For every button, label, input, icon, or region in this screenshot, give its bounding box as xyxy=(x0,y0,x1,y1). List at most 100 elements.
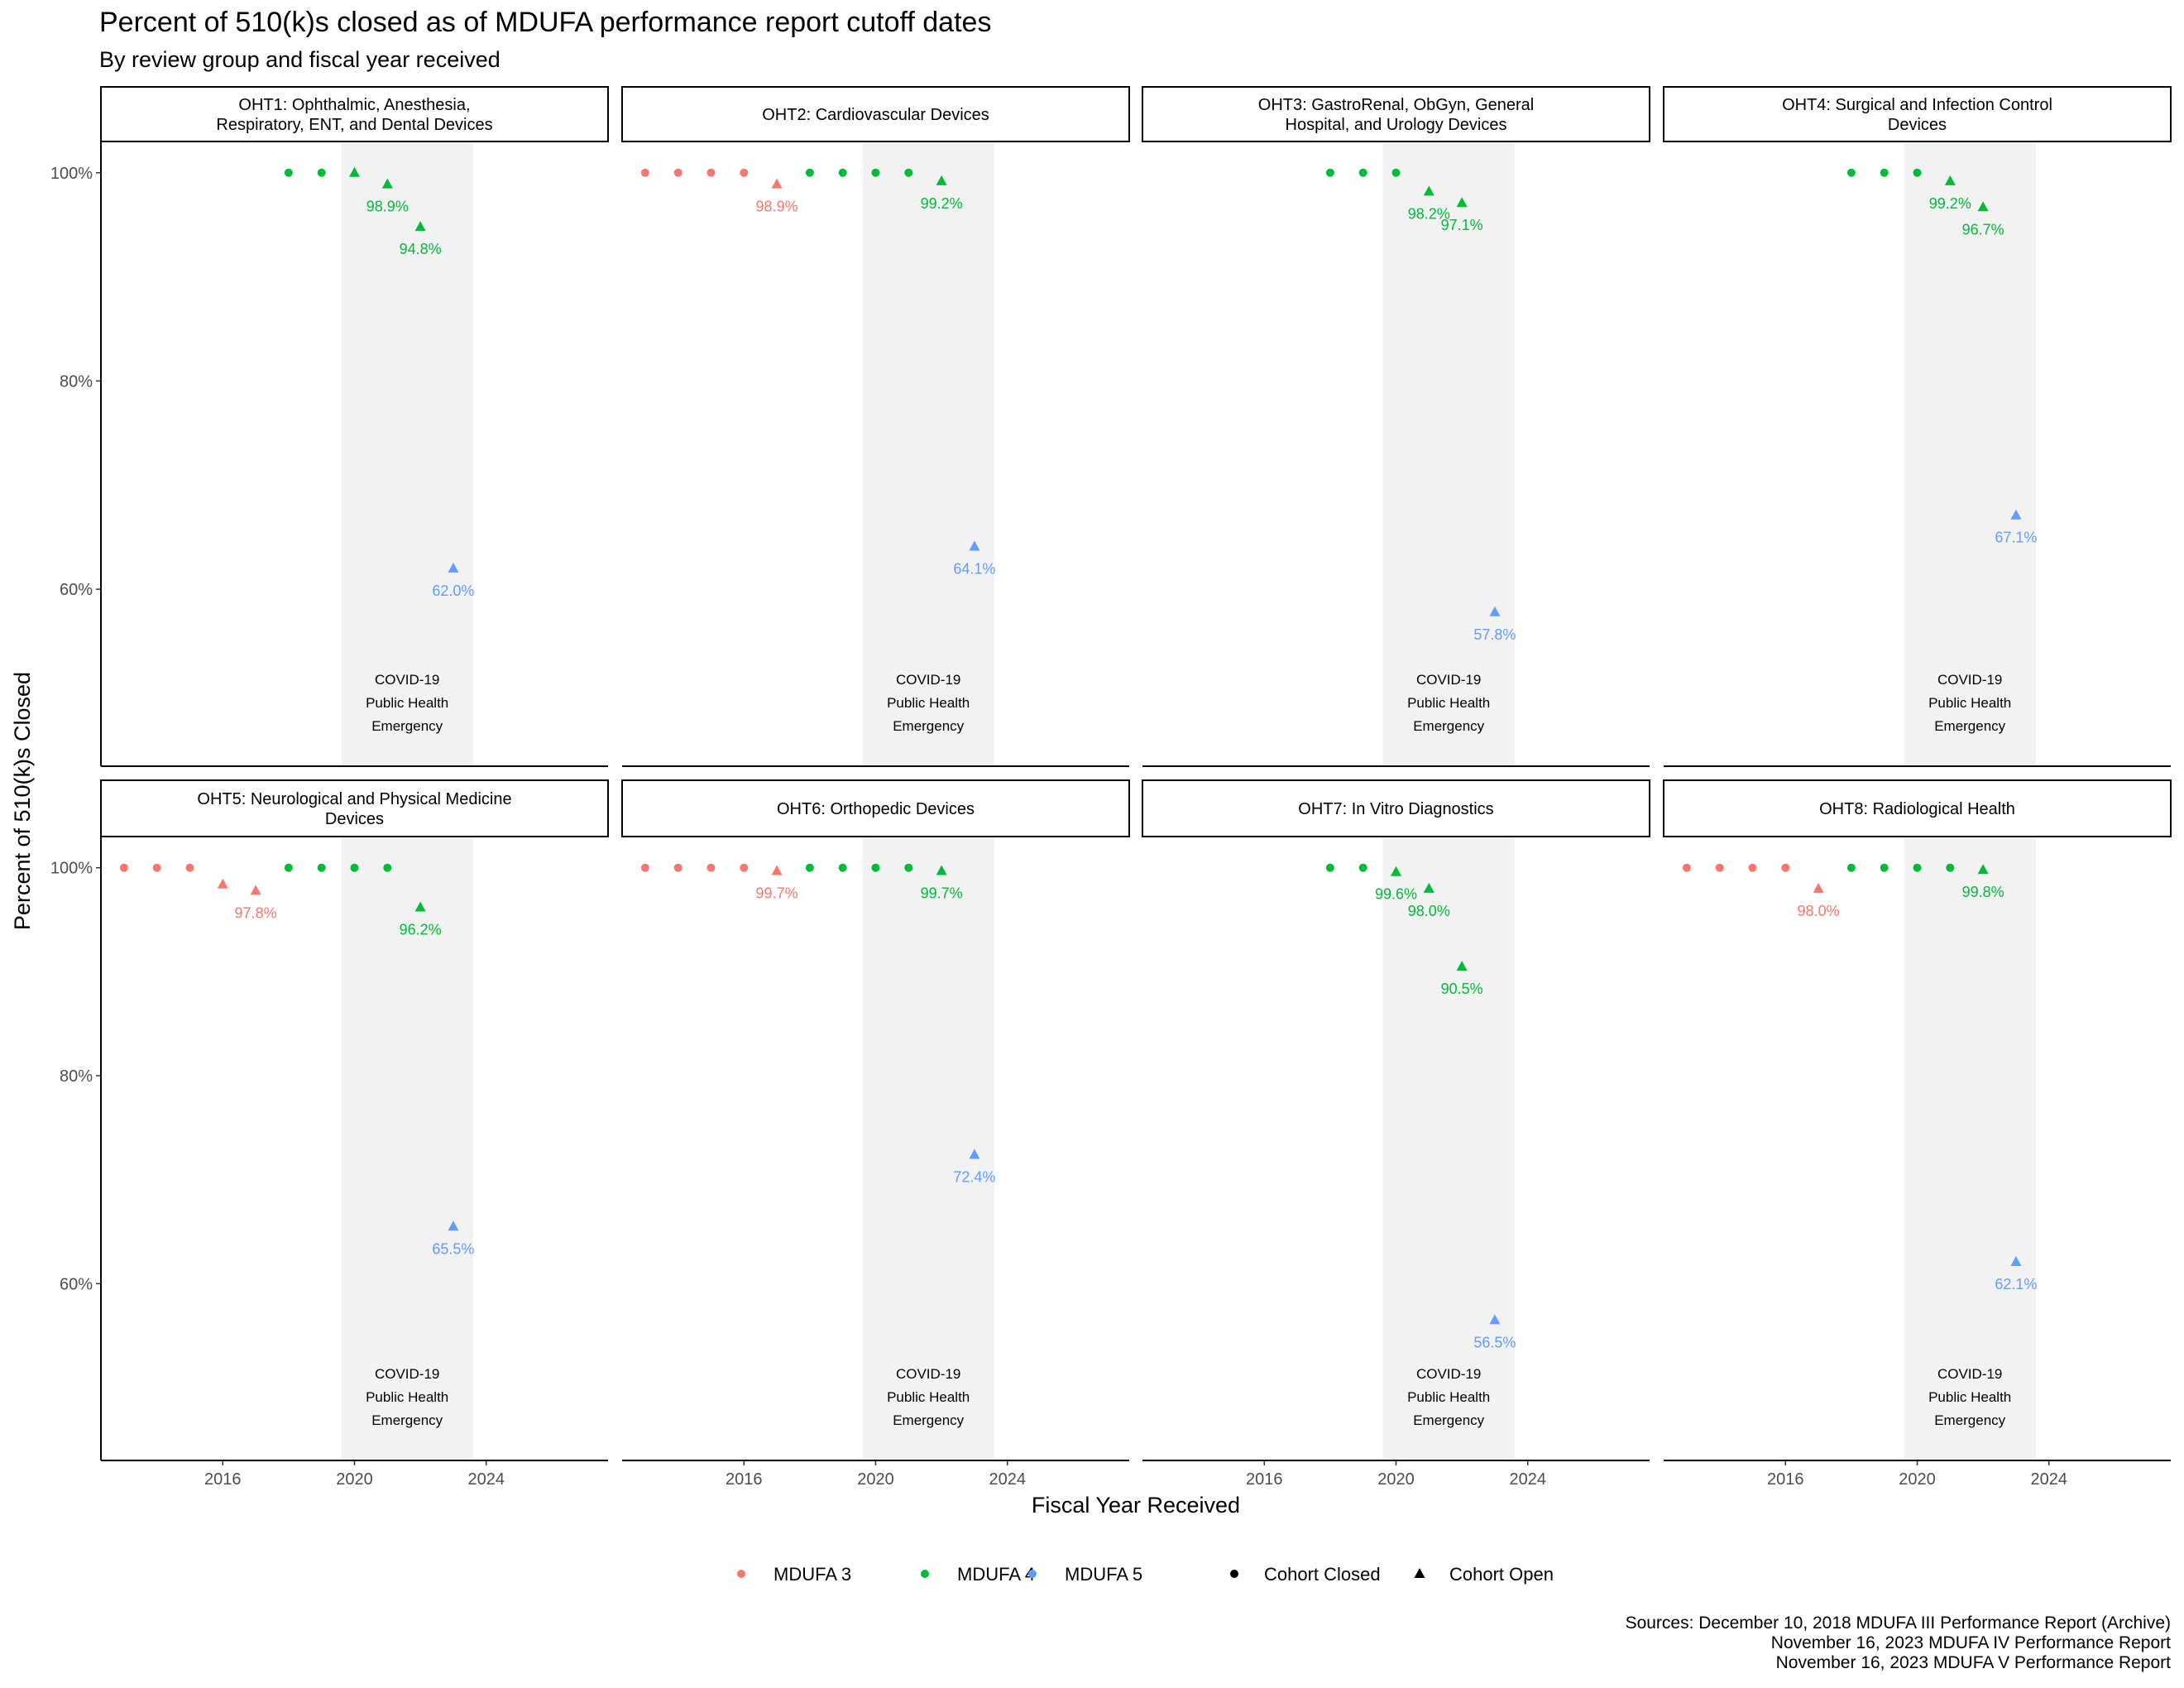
data-point-closed xyxy=(838,863,847,872)
data-point-closed xyxy=(640,863,649,872)
data-point-open xyxy=(1944,175,1956,185)
x-tick-label: 2024 xyxy=(467,1470,505,1489)
data-point-open xyxy=(217,878,228,889)
covid-label: Public Health xyxy=(887,1389,970,1405)
covid-label: COVID-19 xyxy=(1416,672,1481,688)
data-label: 99.2% xyxy=(921,195,963,212)
data-point-open xyxy=(414,221,426,232)
x-tick-label: 2016 xyxy=(726,1470,763,1489)
y-tick-label: 60% xyxy=(60,1275,93,1293)
data-point-closed xyxy=(1846,168,1856,177)
data-label: 98.0% xyxy=(1408,903,1450,919)
data-point-open xyxy=(771,178,783,189)
covid-label: Emergency xyxy=(1413,1412,1484,1428)
covid-label: Public Health xyxy=(366,695,448,711)
data-point-closed xyxy=(1682,863,1691,872)
panel-strip xyxy=(100,86,609,142)
data-point-closed xyxy=(1946,863,1955,872)
covid-label: COVID-19 xyxy=(375,1366,439,1382)
data-point-closed xyxy=(1913,863,1922,872)
data-point-closed xyxy=(1880,168,1889,177)
data-point-open xyxy=(1456,961,1468,971)
legend-marker xyxy=(737,1570,745,1578)
data-point-closed xyxy=(640,168,649,177)
x-tick-label: 2020 xyxy=(1899,1470,1936,1489)
panel-strip xyxy=(621,779,1130,837)
source-line-2: November 16, 2023 MDUFA IV Performance R… xyxy=(1770,1633,2171,1652)
covid-label: COVID-19 xyxy=(1937,1366,2002,1382)
covid-shaded-region xyxy=(1904,141,2036,766)
data-point-open xyxy=(250,885,261,895)
x-tick-label: 2016 xyxy=(204,1470,242,1489)
data-label: 98.0% xyxy=(1798,903,1840,919)
data-label: 94.8% xyxy=(400,241,442,257)
covid-shaded-region xyxy=(341,837,473,1460)
covid-label: Public Health xyxy=(1407,695,1490,711)
data-point-open xyxy=(381,178,393,189)
panel-title: Devices xyxy=(325,810,384,828)
chart-subtitle: By review group and fiscal year received xyxy=(99,47,500,72)
data-label: 98.2% xyxy=(1408,205,1450,222)
data-point-closed xyxy=(805,863,814,872)
data-point-closed xyxy=(1846,863,1856,872)
panel-title: OHT8: Radiological Health xyxy=(1819,800,2015,818)
data-point-closed xyxy=(871,168,880,177)
data-label: 97.1% xyxy=(1441,217,1483,233)
data-point-closed xyxy=(904,168,913,177)
covid-label: Public Health xyxy=(1928,1389,2011,1405)
data-point-closed xyxy=(904,863,913,872)
data-point-open xyxy=(771,865,783,875)
data-point-closed xyxy=(1325,863,1334,872)
data-point-closed xyxy=(1325,168,1334,177)
data-point-open xyxy=(2010,509,2022,520)
covid-label: COVID-19 xyxy=(1937,672,2002,688)
legend-label: MDUFA 5 xyxy=(1065,1564,1142,1585)
covid-label: COVID-19 xyxy=(896,1366,960,1382)
covid-label: Emergency xyxy=(893,718,964,734)
data-label: 62.1% xyxy=(1995,1276,2037,1292)
data-label: 99.7% xyxy=(756,885,798,901)
data-point-closed xyxy=(1358,168,1367,177)
covid-label: Emergency xyxy=(1934,1412,2005,1428)
legend-label: MDUFA 4 xyxy=(957,1564,1035,1585)
covid-label: Emergency xyxy=(893,1412,964,1428)
data-point-closed xyxy=(1358,863,1367,872)
legend-marker xyxy=(1028,1570,1037,1578)
data-label: 97.8% xyxy=(235,904,277,921)
covid-shaded-region xyxy=(1904,837,2036,1460)
y-tick-label: 100% xyxy=(50,860,93,878)
panel-title: OHT2: Cardiovascular Devices xyxy=(762,106,989,124)
legend-label: Cohort Closed xyxy=(1264,1564,1381,1585)
data-label: 57.8% xyxy=(1473,626,1516,643)
panel-title: OHT5: Neurological and Physical Medicine xyxy=(197,790,511,808)
covid-shaded-region xyxy=(862,837,994,1460)
panel-title: OHT6: Orthopedic Devices xyxy=(777,800,975,818)
data-label: 72.4% xyxy=(953,1169,995,1186)
covid-label: Public Health xyxy=(1928,695,2011,711)
legend-marker xyxy=(1230,1570,1238,1578)
legend-marker xyxy=(1414,1568,1425,1578)
data-label: 99.2% xyxy=(1929,195,1971,212)
covid-label: Emergency xyxy=(371,718,443,734)
panel-strip xyxy=(100,779,609,837)
data-point-closed xyxy=(673,168,682,177)
data-point-open xyxy=(349,166,360,177)
data-point-open xyxy=(1977,201,1989,212)
data-point-open xyxy=(936,175,947,185)
panel-strip xyxy=(1142,86,1650,142)
covid-label: COVID-19 xyxy=(1416,1366,1481,1382)
panel-title: Hospital, and Urology Devices xyxy=(1286,116,1507,134)
covid-shaded-region xyxy=(341,141,473,766)
panel-strip xyxy=(1663,779,2172,837)
data-point-closed xyxy=(1880,863,1889,872)
data-point-closed xyxy=(185,863,194,872)
y-axis-title: Percent of 510(k)s Closed xyxy=(10,672,35,930)
covid-shaded-region xyxy=(1382,141,1515,766)
data-point-open xyxy=(448,562,459,573)
data-label: 62.0% xyxy=(432,583,474,599)
data-point-open xyxy=(969,540,980,551)
data-point-open xyxy=(448,1220,459,1231)
y-tick-label: 80% xyxy=(60,372,93,391)
data-point-closed xyxy=(706,168,716,177)
